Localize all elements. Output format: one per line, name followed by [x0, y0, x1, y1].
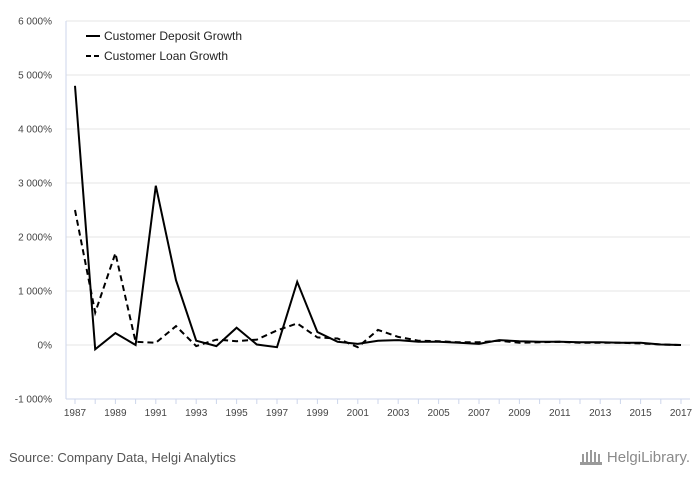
x-tick-label: 2005 — [427, 408, 450, 419]
series — [74, 85, 682, 352]
x-tick-label: 2017 — [670, 408, 693, 419]
x-tick-label: 2003 — [387, 408, 410, 419]
x-tick-label: 1989 — [104, 408, 127, 419]
y-tick-label: 4 000% — [18, 125, 52, 136]
y-tick-label: -1 000% — [15, 395, 52, 406]
x-tick-label: 2013 — [589, 408, 612, 419]
x-tick-label: 1993 — [185, 408, 208, 419]
legend-item-label[interactable]: Customer Loan Growth — [104, 49, 228, 63]
x-tick-label: 1991 — [145, 408, 168, 419]
x-tick-label: 2009 — [508, 408, 531, 419]
x-tick-label: 2015 — [629, 408, 652, 419]
y-tick-label: 2 000% — [18, 233, 52, 244]
y-axis: 6 000% 5 000% 4 000% 3 000% 2 000% 1 000% 0% -1… — [15, 17, 67, 406]
x-tick-label: 2007 — [468, 408, 491, 419]
x-tick-label: 2001 — [347, 408, 370, 419]
x-tick-label: 1995 — [225, 408, 248, 419]
grid — [66, 20, 690, 400]
chart: 6 000% 5 000% 4 000% 3 000% 2 000% 1 000% 0% -1… — [15, 17, 693, 420]
y-tick-label: 6 000% — [18, 17, 52, 28]
y-tick-label: 5 000% — [18, 71, 52, 82]
y-tick-label: 1 000% — [18, 287, 52, 298]
series-line-deposit[interactable] — [74, 85, 682, 352]
series-line-loan[interactable] — [74, 209, 682, 349]
legend: Customer Deposit Growth Customer Loan Gro… — [86, 29, 242, 63]
source-note: Source: Company Data, Helgi Analytics — [9, 450, 236, 465]
legend-item-label[interactable]: Customer Deposit Growth — [104, 29, 242, 43]
library-building-icon — [579, 450, 602, 465]
y-tick-label: 0% — [38, 341, 53, 352]
x-tick-label: 2011 — [549, 408, 571, 419]
logo-text: HelgiLibrary. — [606, 448, 690, 466]
x-axis: 1987 1989 1991 1993 1995 1997 1999 2001 2003 2005… — [64, 398, 693, 419]
y-tick-label: 3 000% — [18, 179, 52, 190]
x-tick-label: 1999 — [306, 408, 329, 419]
helgi-library-logo[interactable]: HelgiLibrary. — [579, 448, 690, 466]
x-tick-label: 1997 — [266, 408, 289, 419]
x-tick-label: 1987 — [64, 408, 87, 419]
